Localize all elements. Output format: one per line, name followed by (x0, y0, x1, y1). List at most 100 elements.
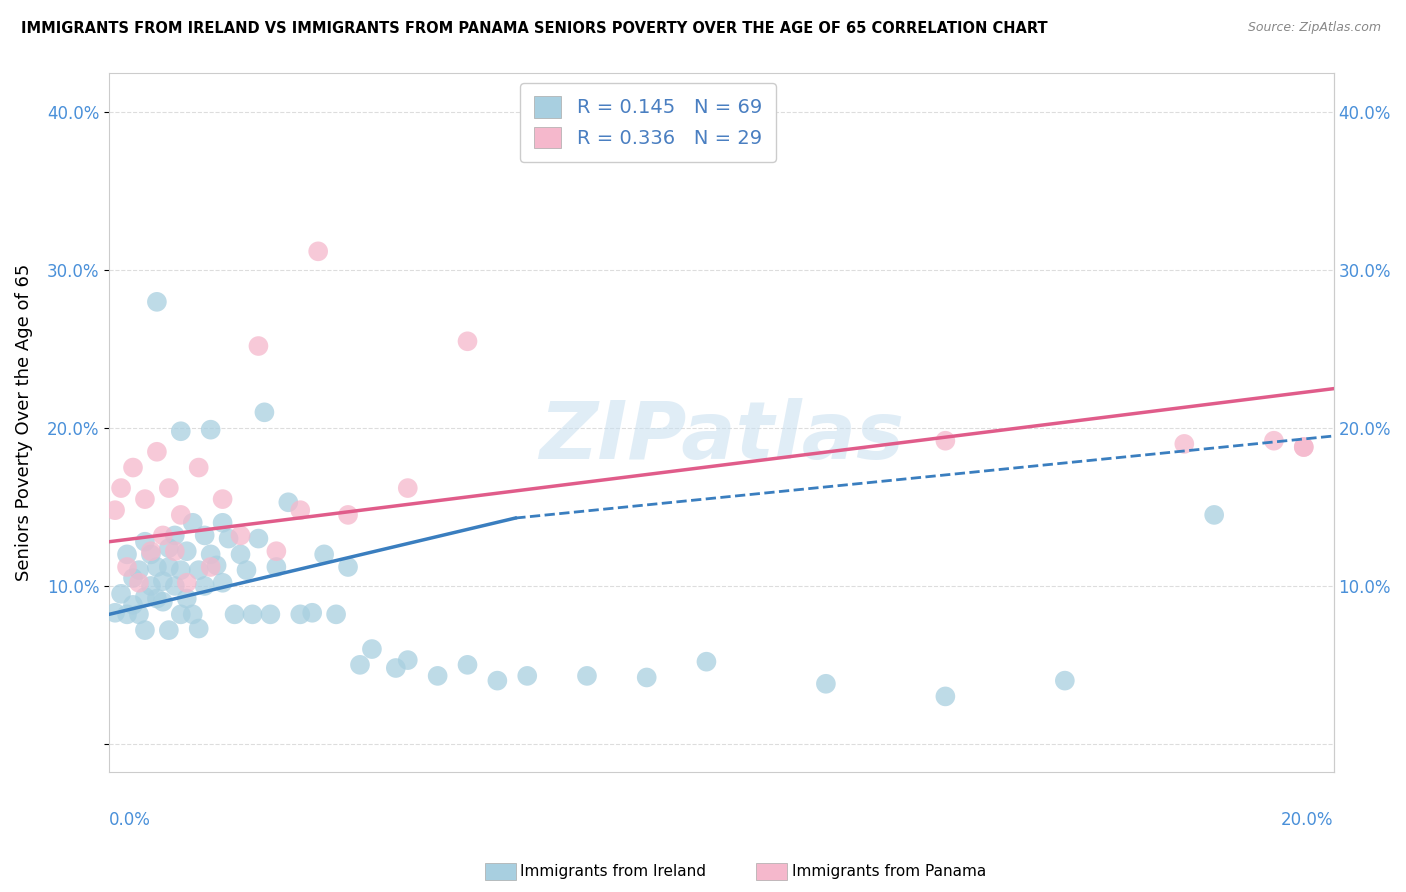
Point (146, 591, 169, 606)
Point (187, 460, 209, 475)
Legend: R = 0.145   N = 69, R = 0.336   N = 29: R = 0.145 N = 69, R = 0.336 N = 29 (520, 83, 776, 162)
Point (385, 661, 408, 675)
Point (1204, 508, 1226, 522)
Point (134, 492, 156, 507)
Point (139, 547, 162, 561)
Point (290, 503, 312, 517)
Point (1173, 437, 1195, 451)
Point (200, 560, 222, 574)
Point (486, 673, 509, 688)
Point (290, 607, 312, 622)
Text: 20.0%: 20.0% (1281, 811, 1334, 829)
Point (361, 642, 384, 657)
Point (457, 334, 479, 349)
Point (146, 294, 169, 309)
Point (200, 423, 222, 437)
Point (325, 607, 347, 622)
Point (134, 534, 156, 549)
Point (396, 481, 419, 495)
Point (181, 607, 204, 622)
Point (187, 563, 209, 577)
Point (457, 657, 479, 672)
Point (235, 563, 257, 577)
Point (253, 405, 276, 419)
Point (122, 571, 145, 585)
Point (259, 607, 281, 622)
Point (337, 560, 360, 574)
Point (314, 547, 336, 561)
Point (1292, 440, 1315, 454)
Point (170, 508, 193, 522)
Point (247, 339, 270, 353)
Point (146, 444, 169, 458)
Point (152, 574, 174, 589)
Point (247, 532, 270, 546)
Point (163, 579, 186, 593)
Point (814, 677, 837, 691)
Point (115, 547, 138, 561)
Text: 0.0%: 0.0% (110, 811, 150, 829)
Point (211, 492, 233, 507)
Point (115, 607, 138, 622)
Point (134, 623, 156, 637)
Text: IMMIGRANTS FROM IRELAND VS IMMIGRANTS FROM PANAMA SENIORS POVERTY OVER THE AGE O: IMMIGRANTS FROM IRELAND VS IMMIGRANTS FR… (21, 21, 1047, 36)
Point (1292, 440, 1315, 454)
Point (337, 508, 360, 522)
Point (134, 590, 156, 604)
Point (157, 560, 180, 574)
Point (170, 563, 193, 577)
Point (266, 560, 288, 574)
Point (1263, 434, 1285, 448)
Point (146, 560, 169, 574)
Point (242, 607, 264, 622)
Point (224, 607, 246, 622)
Point (636, 670, 658, 684)
Point (396, 653, 419, 667)
Point (110, 587, 132, 601)
Point (229, 547, 252, 561)
Point (170, 607, 193, 622)
Point (200, 547, 222, 561)
Point (115, 560, 138, 574)
Point (426, 669, 449, 683)
Point (934, 690, 956, 704)
Point (128, 563, 150, 577)
Point (934, 434, 956, 448)
Point (163, 544, 186, 558)
Point (205, 558, 228, 573)
Point (1053, 673, 1076, 688)
Point (152, 595, 174, 609)
Point (349, 657, 371, 672)
Point (157, 481, 180, 495)
Point (139, 579, 162, 593)
Point (218, 532, 240, 546)
Point (176, 591, 198, 606)
Point (277, 495, 299, 509)
Point (194, 528, 217, 542)
Point (211, 516, 233, 530)
Point (695, 655, 717, 669)
Point (157, 623, 180, 637)
Point (307, 244, 329, 259)
Point (110, 481, 132, 495)
Point (104, 606, 127, 620)
Point (122, 598, 145, 612)
Point (301, 606, 323, 620)
Point (181, 516, 204, 530)
Text: Immigrants from Panama: Immigrants from Panama (792, 864, 986, 879)
Text: ZIPatlas: ZIPatlas (538, 398, 904, 475)
Point (266, 544, 288, 558)
Point (211, 575, 233, 590)
Point (170, 424, 193, 438)
Point (176, 575, 198, 590)
Point (194, 579, 217, 593)
Text: Source: ZipAtlas.com: Source: ZipAtlas.com (1247, 21, 1381, 34)
Point (575, 669, 598, 683)
Text: Immigrants from Ireland: Immigrants from Ireland (520, 864, 706, 879)
Point (157, 541, 180, 555)
Point (128, 607, 150, 622)
Point (187, 622, 209, 636)
Point (128, 575, 150, 590)
Point (122, 460, 145, 475)
Point (176, 544, 198, 558)
